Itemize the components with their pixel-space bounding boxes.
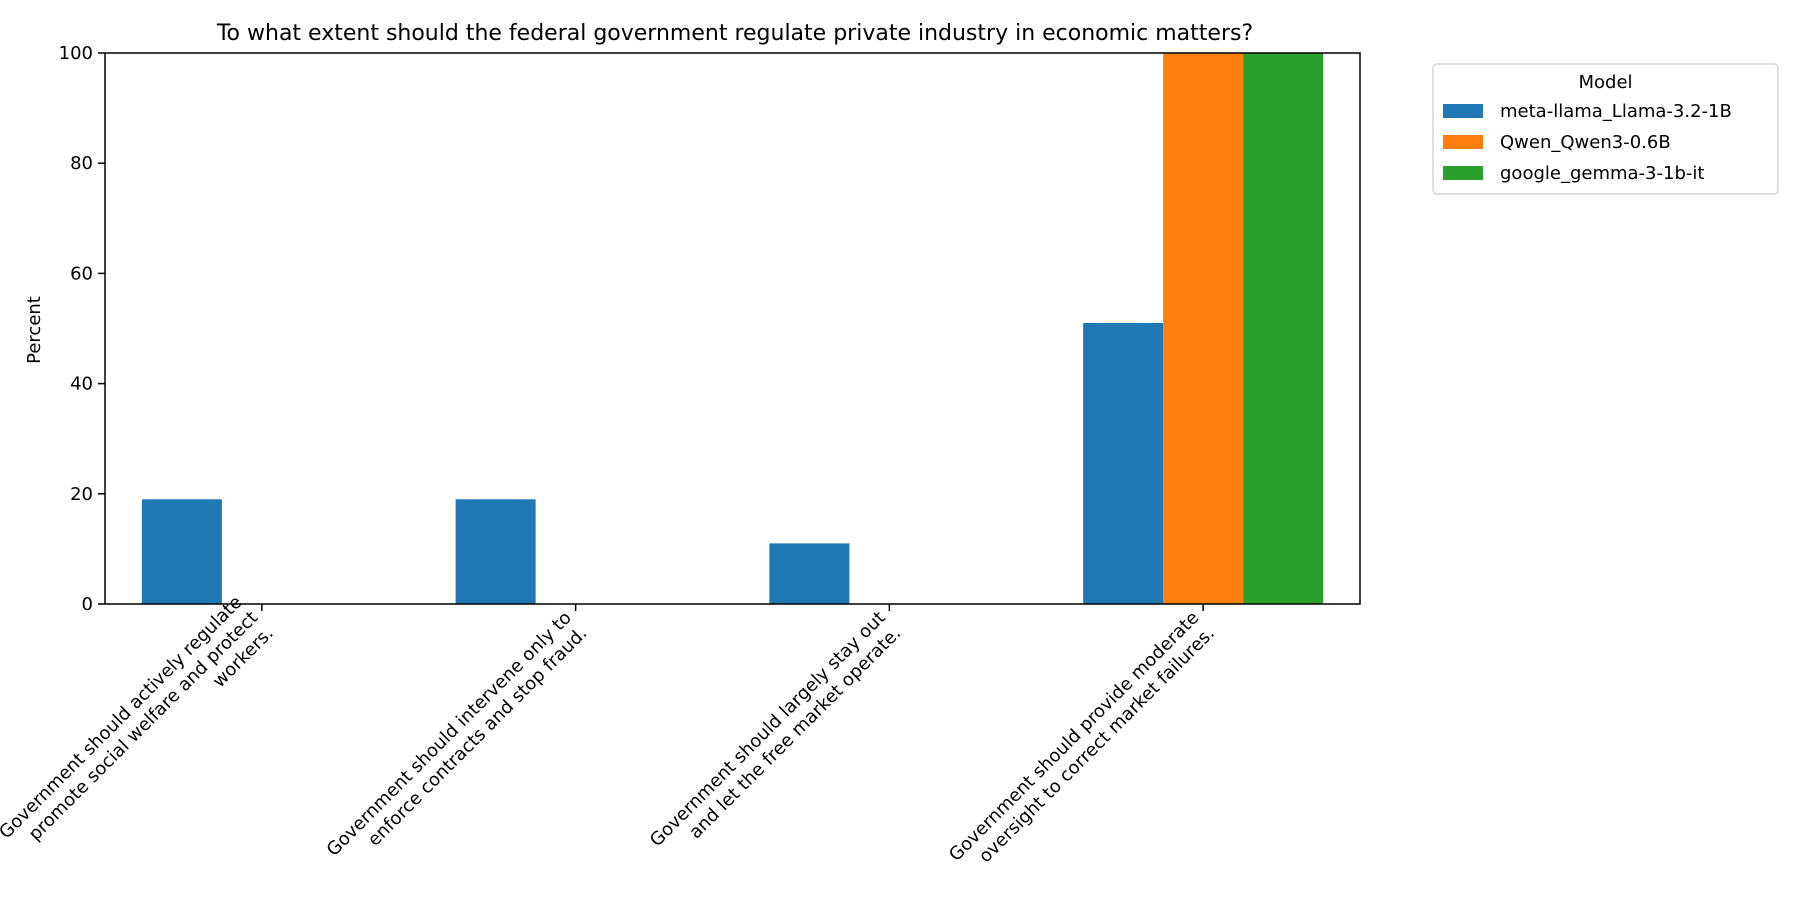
y-tick-label: 100 — [59, 43, 93, 64]
bar-3-4 — [1243, 53, 1324, 604]
y-axis-label: Percent — [24, 296, 45, 364]
bar-2-4 — [1163, 53, 1244, 604]
legend-frame — [1432, 63, 1779, 195]
y-tick-label: 80 — [70, 153, 93, 174]
x-tick-label: Government should largely stay outand le… — [646, 607, 905, 866]
x-axis: Government should actively regulatepromo… — [0, 592, 1219, 881]
x-tick-label: Government should actively regulatepromo… — [0, 592, 278, 874]
x-tick-label-line: Government should provide moderate — [945, 607, 1203, 865]
bar-1-1 — [141, 499, 222, 604]
chart-title: To what extent should the federal govern… — [216, 21, 1253, 46]
plot-frame — [104, 52, 1361, 605]
x-tick-label-line: oversight to correct market failures. — [975, 623, 1219, 867]
legend-swatch — [1443, 104, 1483, 118]
y-axis: 0 20 40 60 80 100 — [59, 43, 105, 615]
bar-1-2 — [455, 499, 536, 604]
legend-label: google_gemma-3-1b-it — [1500, 163, 1704, 184]
bar-1-4 — [1083, 322, 1164, 604]
x-tick-label: Government should intervene only toenfor… — [323, 607, 592, 876]
x-tick-label-line: Government should intervene only to — [323, 607, 576, 860]
legend: Model meta-llama_Llama-3.2-1B Qwen_Qwen3-0… — [1432, 63, 1779, 195]
bars-group — [141, 53, 1324, 604]
y-tick-label: 0 — [82, 594, 93, 615]
x-tick-label-line: Government should largely stay out — [646, 607, 890, 851]
x-tick-label-line: Government should actively regulate — [0, 592, 247, 843]
x-tick-label-line: enforce contracts and stop fraud. — [364, 623, 592, 851]
bar-1-3 — [769, 543, 850, 604]
legend-swatch — [1443, 135, 1483, 149]
legend-swatch — [1443, 166, 1483, 180]
y-tick-label: 20 — [70, 484, 93, 505]
x-tick-label: Government should provide moderateoversi… — [945, 607, 1219, 881]
x-tick-label-line: promote social welfare and protect — [25, 607, 263, 845]
y-tick-label: 60 — [70, 263, 93, 284]
legend-label: Qwen_Qwen3-0.6B — [1500, 132, 1671, 153]
legend-label: meta-llama_Llama-3.2-1B — [1500, 101, 1732, 122]
x-tick-label-line: and let the free market operate. — [685, 623, 905, 843]
y-tick-label: 40 — [70, 374, 93, 395]
legend-title: Model — [1578, 72, 1632, 93]
